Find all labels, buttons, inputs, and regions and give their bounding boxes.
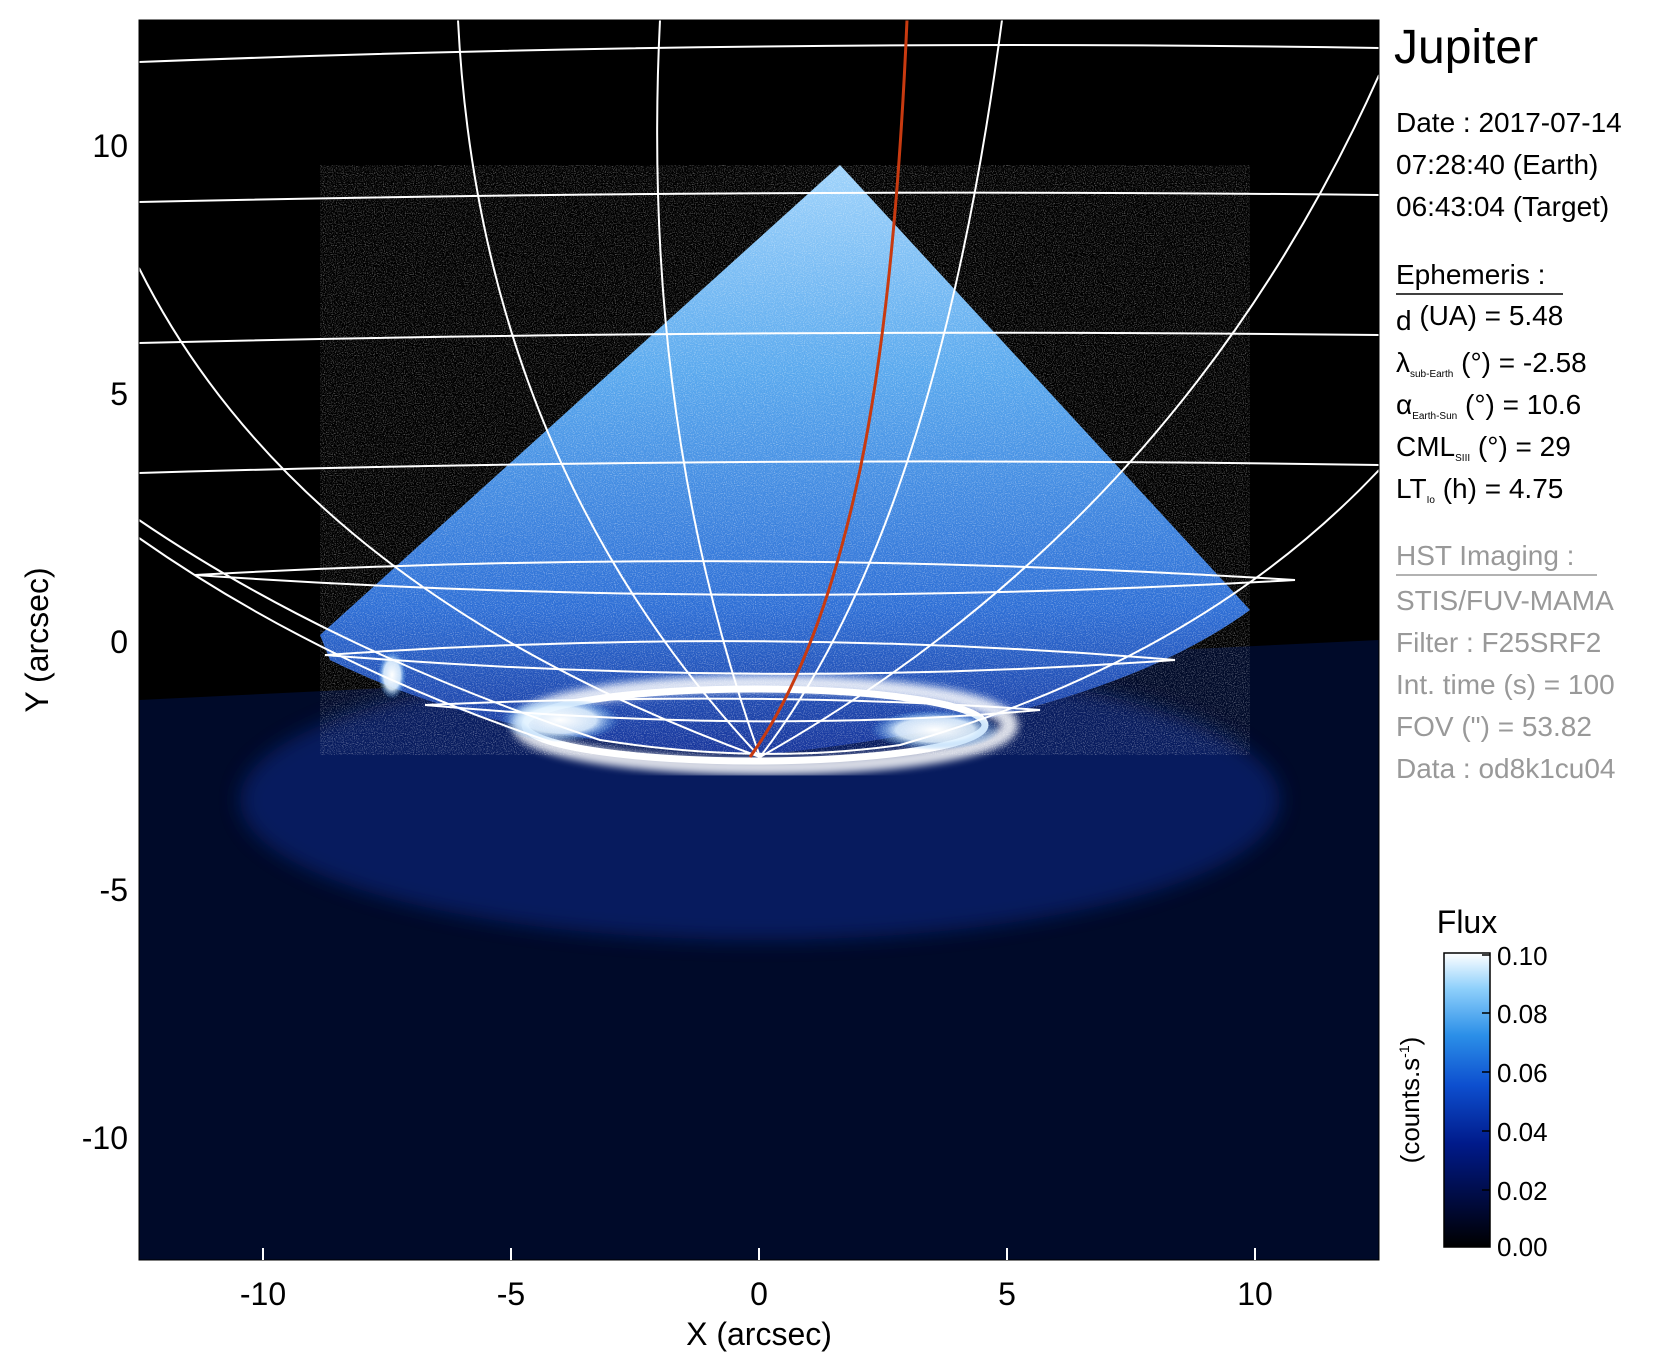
y-axis-label: Y (arcsec) xyxy=(19,567,55,712)
colorbar-title: Flux xyxy=(1437,904,1497,940)
image-panel xyxy=(139,20,1379,1260)
observation-date: Date : 2017-07-14 xyxy=(1396,107,1622,138)
x-tick-label: -5 xyxy=(497,1276,525,1312)
colorbar-unit-label: (counts.s-1) xyxy=(1395,1037,1425,1164)
observation-target-time: 06:43:04 (Target) xyxy=(1396,191,1609,222)
aurora-bright-left xyxy=(500,698,620,742)
colorbar-tick-label: 0.02 xyxy=(1497,1176,1548,1206)
colorbar-tick-label: 0.10 xyxy=(1497,941,1548,971)
colorbar xyxy=(1443,952,1491,1248)
ephemeris-distance: d (UA) = 5.48 xyxy=(1396,300,1563,336)
x-tick-label: 0 xyxy=(750,1276,768,1312)
y-tick-label: 10 xyxy=(92,128,128,164)
x-tick-marks xyxy=(262,1248,1256,1260)
x-tick-label: 5 xyxy=(998,1276,1016,1312)
io-footprint-track xyxy=(748,20,909,758)
planet-disk-noise xyxy=(320,165,1250,755)
x-axis-label: X (arcsec) xyxy=(686,1316,832,1352)
ephemeris-cml: CMLSIII (°) = 29 xyxy=(1396,431,1571,464)
hst-filter: Filter : F25SRF2 xyxy=(1396,627,1601,658)
aurora-bright-right xyxy=(870,710,1000,750)
hst-integration-time: Int. time (s) = 100 xyxy=(1396,669,1615,700)
x-tick-label: -10 xyxy=(240,1276,286,1312)
colorbar-tick-label: 0.06 xyxy=(1497,1058,1548,1088)
y-tick-label: -10 xyxy=(82,1120,128,1156)
planetographic-grid xyxy=(139,20,1379,758)
y-tick-label: 0 xyxy=(110,624,128,660)
colorbar-tick-label: 0.04 xyxy=(1497,1117,1548,1147)
target-title: Jupiter xyxy=(1394,21,1538,74)
ephemeris-io-local-time: LTIo (h) = 4.75 xyxy=(1396,473,1563,506)
hst-fov: FOV (") = 53.82 xyxy=(1396,711,1592,742)
colorbar-tick-marks xyxy=(1482,954,1490,1247)
lower-glow xyxy=(240,660,1280,940)
ephemeris-sub-earth-latitude: λsub-Earth (°) = -2.58 xyxy=(1396,347,1587,380)
ephemeris-phase-angle: αEarth-Sun (°) = 10.6 xyxy=(1396,389,1581,422)
hst-instrument: STIS/FUV-MAMA xyxy=(1396,585,1614,616)
y-tick-label: 5 xyxy=(110,376,128,412)
observation-earth-time: 07:28:40 (Earth) xyxy=(1396,149,1598,180)
colorbar-tick-label: 0.00 xyxy=(1497,1232,1548,1262)
y-tick-label: -5 xyxy=(100,872,128,908)
hst-heading: HST Imaging : xyxy=(1396,540,1574,571)
hst-dataset: Data : od8k1cu04 xyxy=(1396,753,1616,784)
x-tick-label: 10 xyxy=(1237,1276,1273,1312)
colorbar-tick-label: 0.08 xyxy=(1497,999,1548,1029)
ephemeris-heading: Ephemeris : xyxy=(1396,259,1545,290)
